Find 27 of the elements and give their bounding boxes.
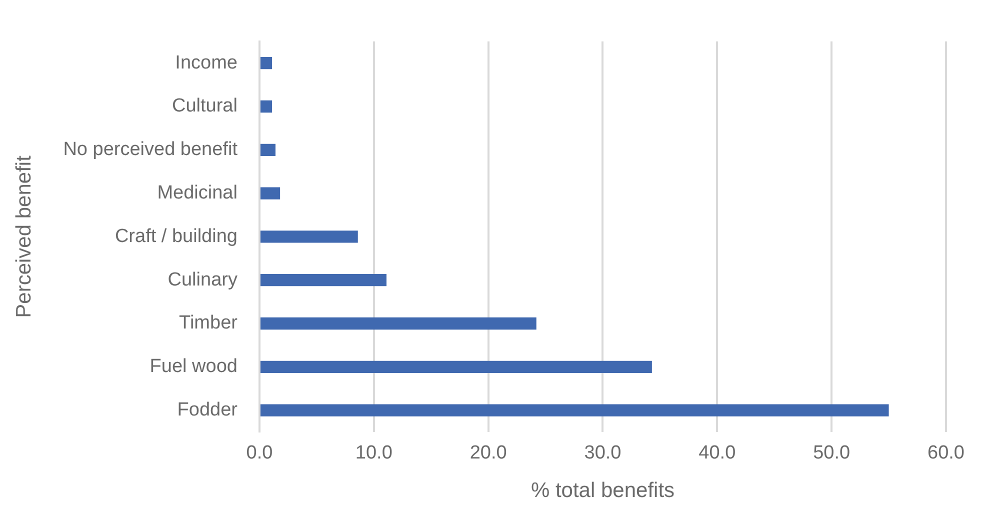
x-tick-label: 20.0 xyxy=(470,442,507,464)
bar xyxy=(260,144,276,156)
y-tick-label: Fuel wood xyxy=(150,356,238,378)
x-tick-label: 0.0 xyxy=(246,442,273,464)
x-tick-label: 10.0 xyxy=(355,442,392,464)
bar xyxy=(260,230,358,243)
bar xyxy=(260,187,280,200)
y-tick-label: Cultural xyxy=(172,96,238,117)
x-tick-label: 50.0 xyxy=(813,442,850,464)
bar xyxy=(260,360,652,373)
x-tick-label: 60.0 xyxy=(928,442,964,464)
bar xyxy=(260,404,889,416)
y-tick-label: Timber xyxy=(179,312,238,334)
y-tick-label: Craft / building xyxy=(114,226,238,247)
bar xyxy=(260,274,386,286)
bar xyxy=(260,317,536,330)
bar xyxy=(260,57,272,70)
x-axis-title: % total benefits xyxy=(530,479,675,502)
y-tick-label: Fodder xyxy=(177,400,238,421)
y-tick-label: Medicinal xyxy=(157,182,238,204)
y-tick-label: No perceived benefit xyxy=(63,139,238,160)
x-tick-label: 40.0 xyxy=(698,442,736,464)
x-tick-label: 30.0 xyxy=(584,442,622,464)
y-axis-title: Perceived benefit xyxy=(12,155,36,318)
y-tick-label: Culinary xyxy=(168,269,238,290)
bar xyxy=(260,100,272,113)
y-tick-label: Income xyxy=(175,52,238,74)
